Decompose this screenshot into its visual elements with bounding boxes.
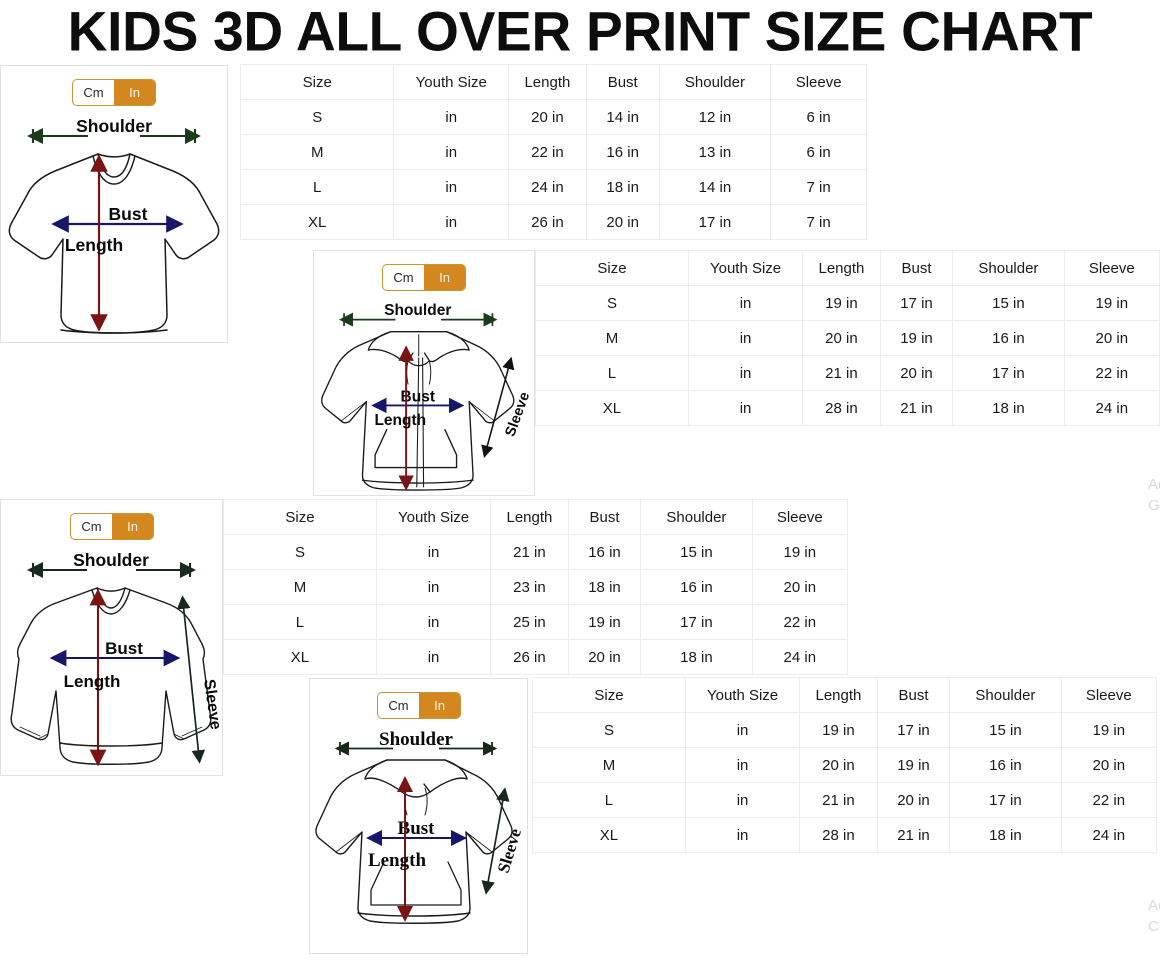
svg-text:Shoulder: Shoulder xyxy=(76,116,152,136)
svg-text:Length: Length xyxy=(368,850,427,871)
svg-text:Sleeve: Sleeve xyxy=(494,826,526,875)
svg-text:Bust: Bust xyxy=(105,639,143,658)
svg-text:Shoulder: Shoulder xyxy=(379,729,453,750)
svg-text:Length: Length xyxy=(64,672,121,691)
svg-text:Bust: Bust xyxy=(398,818,436,839)
svg-text:Shoulder: Shoulder xyxy=(73,550,149,570)
svg-text:Shoulder: Shoulder xyxy=(384,302,451,319)
svg-text:Sleeve: Sleeve xyxy=(503,390,534,439)
svg-text:Length: Length xyxy=(374,412,426,429)
svg-text:Length: Length xyxy=(65,235,123,255)
svg-text:Bust: Bust xyxy=(109,204,148,224)
